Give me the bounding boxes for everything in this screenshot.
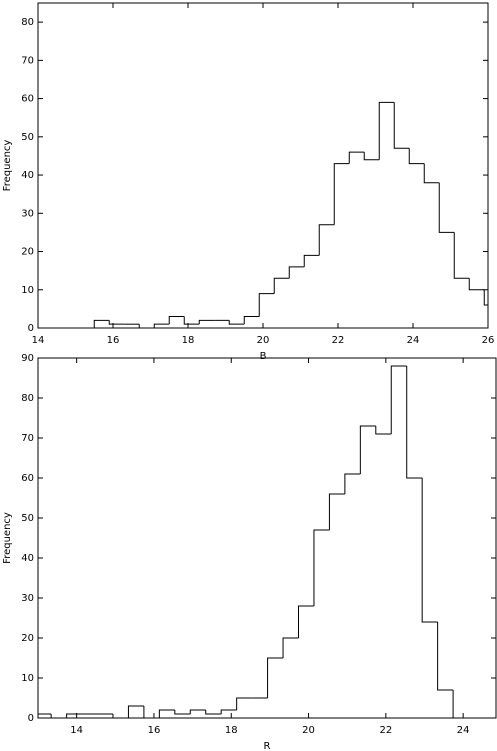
plot bbox=[38, 365, 496, 718]
histogram-bar bbox=[437, 622, 454, 691]
histogram-bar bbox=[174, 710, 191, 715]
histogram-bar bbox=[344, 473, 361, 494]
histogram-bar bbox=[93, 319, 110, 328]
y-tick-label: 80 bbox=[21, 393, 34, 404]
y-tick-label: 90 bbox=[21, 353, 34, 364]
histogram-bar bbox=[108, 320, 125, 325]
x-tick-label: 18 bbox=[182, 335, 195, 346]
y-tick-label: 20 bbox=[21, 633, 34, 644]
x-tick-label: 16 bbox=[107, 335, 120, 346]
histogram-bar bbox=[333, 163, 350, 225]
histogram-bar bbox=[243, 316, 260, 325]
histogram-bar bbox=[258, 293, 275, 317]
histogram-bar bbox=[282, 637, 299, 658]
histogram-bar bbox=[303, 254, 320, 267]
histogram-bar bbox=[483, 289, 488, 306]
histogram-bar bbox=[66, 713, 83, 718]
histogram-bar bbox=[421, 478, 438, 623]
y-axis-label: Frequency bbox=[2, 512, 13, 564]
histogram-bar bbox=[168, 316, 185, 325]
histogram-bar bbox=[348, 151, 365, 164]
histogram-bar bbox=[452, 690, 469, 718]
x-tick-label: 22 bbox=[379, 725, 392, 736]
histogram-bar bbox=[143, 706, 160, 718]
y-tick-label: 0 bbox=[28, 713, 34, 724]
histogram-bar bbox=[438, 182, 455, 233]
histogram-bar bbox=[158, 709, 175, 718]
histogram-bar bbox=[50, 714, 67, 718]
x-tick-label: 22 bbox=[332, 335, 345, 346]
y-tick-label: 20 bbox=[21, 247, 34, 258]
histogram-bar bbox=[38, 713, 52, 715]
histogram-bar bbox=[220, 709, 237, 714]
y-tick-label: 10 bbox=[21, 673, 34, 684]
histogram-bar bbox=[318, 224, 335, 256]
x-tick-label: 14 bbox=[32, 335, 45, 346]
histogram-bar bbox=[189, 709, 206, 714]
y-tick-label: 60 bbox=[21, 473, 34, 484]
y-tick-label: 30 bbox=[21, 593, 34, 604]
histogram-bar bbox=[313, 529, 330, 606]
histogram-bar bbox=[112, 714, 129, 718]
y-tick-label: 70 bbox=[21, 433, 34, 444]
x-tick-label: 26 bbox=[482, 335, 495, 346]
histogram-bar bbox=[390, 365, 407, 434]
plot-frame bbox=[37, 2, 489, 329]
histogram-bar bbox=[153, 323, 170, 328]
x-tick-label: 24 bbox=[407, 335, 420, 346]
x-axis-label: R bbox=[264, 741, 271, 751]
y-tick-label: 50 bbox=[21, 513, 34, 524]
y-tick-label: 0 bbox=[28, 323, 34, 334]
y-tick-label: 10 bbox=[21, 285, 34, 296]
x-tick-label: 16 bbox=[148, 725, 161, 736]
histogram-bar bbox=[205, 710, 222, 715]
histogram-bar bbox=[453, 232, 470, 279]
y-tick-label: 30 bbox=[21, 208, 34, 219]
histogram-bar bbox=[406, 366, 423, 479]
x-tick-label: 18 bbox=[225, 725, 238, 736]
histogram-bar bbox=[359, 425, 376, 474]
histogram-bar bbox=[228, 320, 245, 325]
histogram-bar bbox=[363, 152, 380, 161]
y-tick-label: 50 bbox=[21, 132, 34, 143]
histogram-bar bbox=[267, 657, 284, 698]
histogram-bar bbox=[138, 324, 155, 328]
x-axis-label: B bbox=[260, 351, 267, 362]
histogram-bar bbox=[183, 316, 200, 325]
histogram-bar bbox=[378, 101, 395, 160]
histogram-bar bbox=[127, 705, 144, 718]
histogram-bar bbox=[288, 266, 305, 279]
y-tick-label: 60 bbox=[21, 94, 34, 105]
histogram-bar bbox=[408, 148, 425, 165]
histogram-bar bbox=[468, 278, 485, 291]
y-tick-label: 40 bbox=[21, 553, 34, 564]
plot bbox=[49, 101, 488, 328]
histogram-bar bbox=[273, 277, 290, 294]
histogram-bar bbox=[393, 102, 410, 149]
histogram-bar bbox=[298, 605, 314, 638]
histogram-bar bbox=[198, 319, 215, 325]
x-tick-label: 20 bbox=[302, 725, 315, 736]
histogram-bar bbox=[236, 697, 253, 710]
y-tick-label: 80 bbox=[21, 17, 34, 28]
histogram-bar bbox=[423, 163, 440, 184]
histogram-bar bbox=[328, 493, 345, 530]
x-tick-label: 24 bbox=[457, 725, 470, 736]
histogram-bar bbox=[375, 426, 392, 435]
y-tick-label: 70 bbox=[21, 55, 34, 66]
y-axis-label: Frequency bbox=[2, 140, 13, 192]
plot-frame bbox=[37, 357, 497, 719]
x-tick-label: 20 bbox=[257, 335, 270, 346]
y-tick-label: 40 bbox=[21, 170, 34, 181]
x-tick-label: 14 bbox=[70, 725, 83, 736]
